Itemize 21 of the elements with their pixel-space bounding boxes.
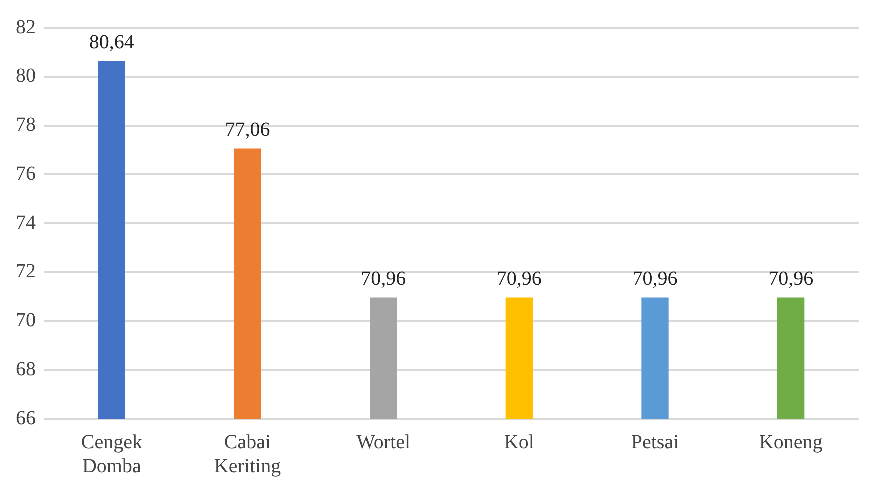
data-label: 70,96 [632, 268, 678, 290]
data-label: 80,64 [89, 31, 134, 54]
y-tick-label: 78 [16, 114, 36, 136]
y-tick-label: 82 [16, 16, 36, 38]
y-tick-label: 76 [16, 162, 36, 185]
x-tick-label: Cengek Domba [81, 431, 142, 478]
data-label: 70,96 [361, 268, 406, 290]
y-tick-label: 72 [16, 260, 36, 283]
y-tick-label: 74 [16, 212, 36, 234]
y-tick-label: 80 [16, 65, 36, 88]
x-tick-label: Kol [504, 431, 535, 454]
x-tick-label: Wortel [356, 431, 411, 454]
x-tick-label: Koneng [759, 431, 823, 454]
y-tick-label: 68 [16, 358, 36, 380]
data-label: 70,96 [768, 268, 814, 290]
x-tick-label: Petsai [631, 431, 680, 454]
y-tick-label: 70 [16, 310, 36, 332]
data-label: 70,96 [496, 268, 542, 290]
data-label: 77,06 [225, 118, 270, 141]
x-tick-label: Cabai Keriting [214, 431, 282, 478]
y-tick-label: 66 [16, 407, 36, 430]
